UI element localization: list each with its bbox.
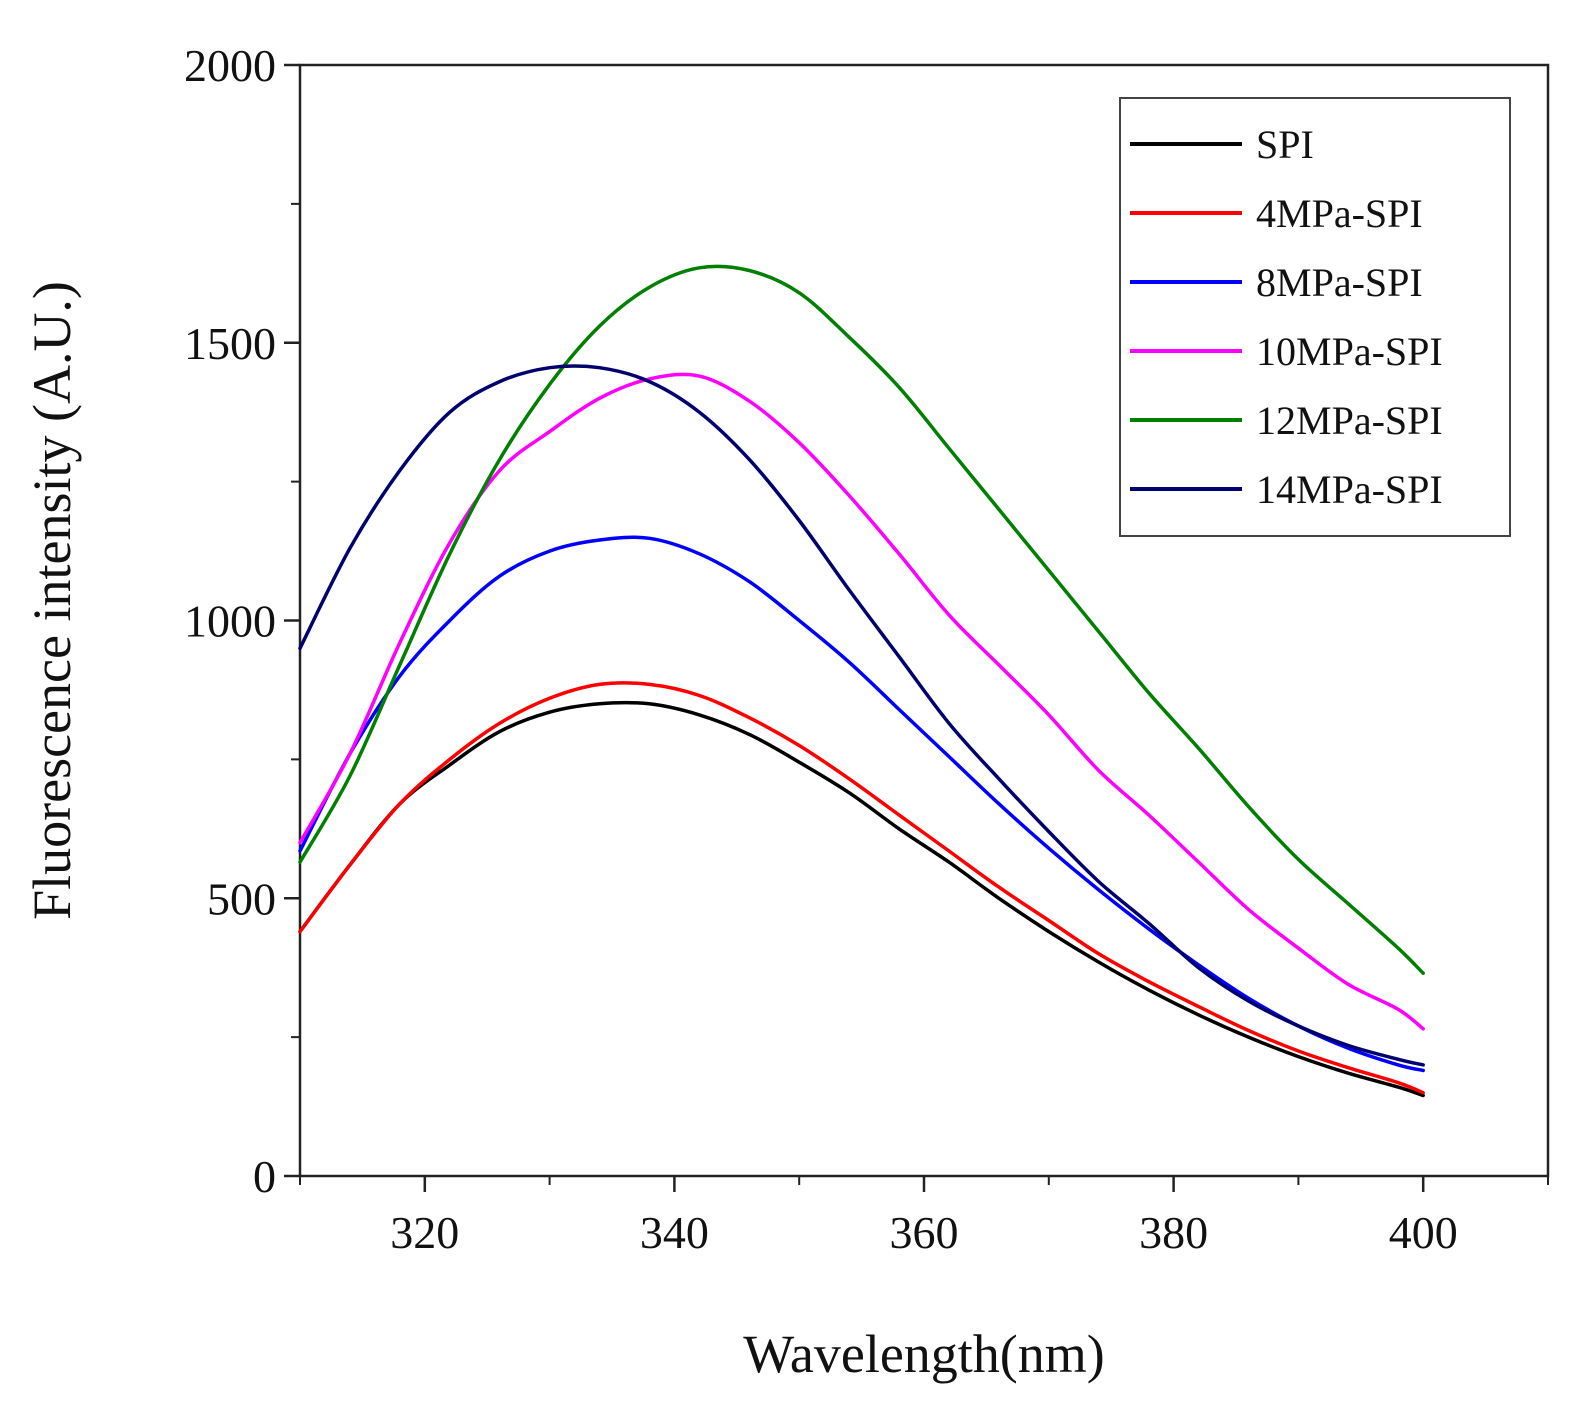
series-line-8mpa-spi [298,535,1425,1073]
legend-label-10mpa-spi: 10MPa-SPI [1256,329,1443,374]
legend-label-8mpa-spi: 8MPa-SPI [1256,260,1423,305]
series-line-14mpa-spi [298,364,1425,1067]
series-line-12mpa-spi [298,264,1425,975]
y-axis-title: Fluorescence intensity (A.U.) [22,281,82,920]
tick-labels: 320 340 360 380 400 0 500 1000 1500 2000 [184,40,1458,1258]
x-tick-label: 400 [1389,1207,1458,1258]
axis-ticks [284,63,1549,1192]
y-tick-label: 500 [207,873,276,924]
legend-label-4mpa-spi: 4MPa-SPI [1256,191,1423,236]
series-line-4mpa-spi [298,681,1425,1095]
legend-label-14mpa-spi: 14MPa-SPI [1256,467,1443,512]
series-line-spi [298,700,1425,1098]
series-layer [298,264,1425,1098]
x-tick-label: 380 [1139,1207,1208,1258]
y-tick-label: 1000 [184,596,276,647]
legend-label-12mpa-spi: 12MPa-SPI [1256,398,1443,443]
y-tick-label: 0 [253,1151,276,1202]
x-tick-label: 320 [390,1207,459,1258]
x-tick-label: 340 [640,1207,709,1258]
x-tick-label: 360 [890,1207,959,1258]
legend-label-spi: SPI [1256,122,1314,167]
series-line-10mpa-spi [298,372,1425,1031]
legend: SPI 4MPa-SPI 8MPa-SPI 10MPa-SPI 12MPa-SPI 14M… [1119,97,1511,537]
y-tick-label: 2000 [184,40,276,91]
x-axis-title: Wavelength(nm) [743,1324,1105,1384]
y-tick-label: 1500 [184,318,276,369]
legend-box [1119,97,1511,537]
